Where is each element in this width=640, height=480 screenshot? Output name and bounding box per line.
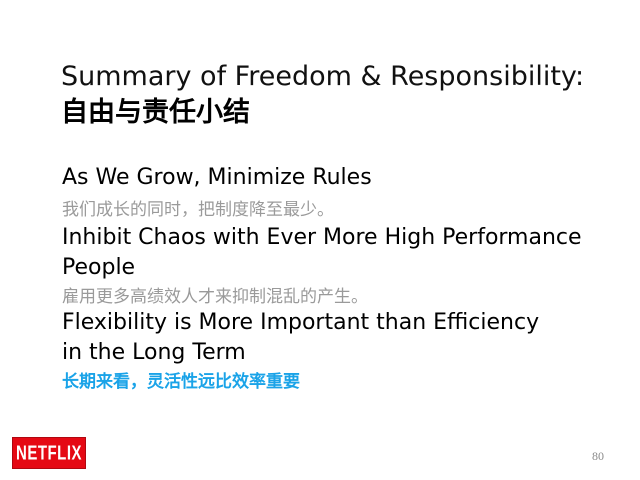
netflix-logo-text: NETFLIX xyxy=(16,441,82,465)
point-1-chinese: 我们成长的同时，把制度降至最少。 xyxy=(62,200,334,220)
point-1-english: As We Grow, Minimize Rules xyxy=(62,165,372,190)
slide-title-english: Summary of Freedom & Responsibility: xyxy=(61,61,585,92)
point-2-chinese: 雇用更多高绩效人才来抑制混乱的产生。 xyxy=(62,287,368,307)
point-2-english-line-2: People xyxy=(62,255,136,280)
point-3-english-line-1: Flexibility is More Important than Effic… xyxy=(62,310,540,335)
netflix-logo: NETFLIX xyxy=(12,437,86,469)
page-number: 80 xyxy=(592,449,604,463)
point-3-chinese-highlight: 长期来看，灵活性远比效率重要 xyxy=(62,372,300,392)
point-2-english-line-1: Inhibit Chaos with Ever More High Perfor… xyxy=(62,225,582,250)
slide-title-chinese: 自由与责任小结 xyxy=(61,97,250,128)
point-3-english-line-2: in the Long Term xyxy=(62,340,246,365)
